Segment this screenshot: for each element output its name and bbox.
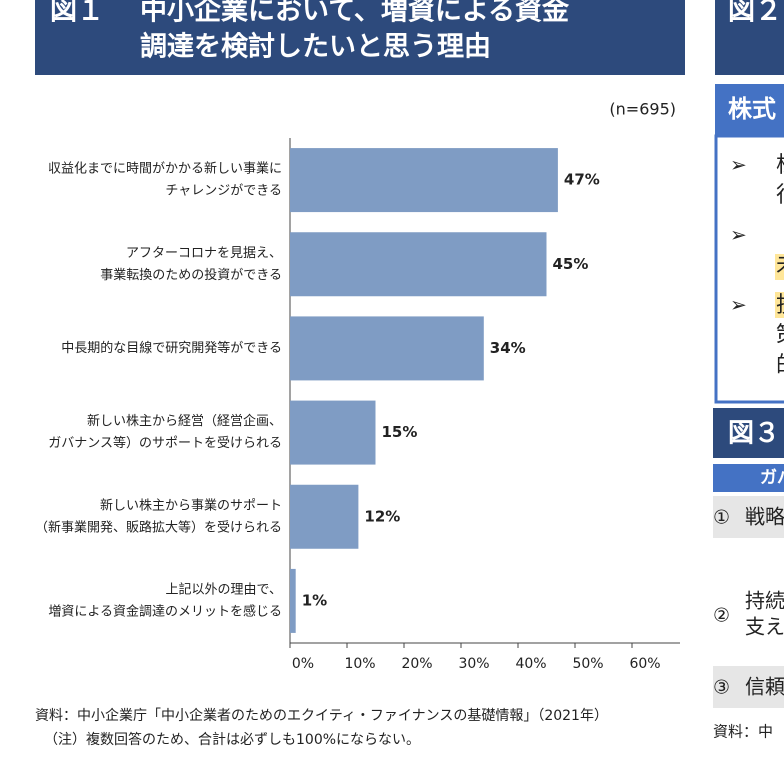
x-tick-label: 30%	[458, 656, 489, 672]
bullet-text: 的	[776, 353, 784, 378]
y-tick-label: 中長期的な目線で研究開発等ができる	[61, 340, 282, 356]
sample-size: (n=695)	[609, 100, 676, 119]
bar	[290, 484, 359, 549]
x-tick-label: 0%	[292, 656, 314, 672]
highlight	[775, 292, 784, 318]
bullet-icon: ➢	[730, 293, 747, 317]
box-title: 株式	[728, 95, 776, 123]
x-tick-label: 10%	[344, 656, 375, 672]
title-bg	[35, 0, 685, 75]
value-label: 12%	[364, 507, 400, 525]
row-bg	[713, 496, 784, 538]
value-label: 34%	[490, 339, 526, 357]
y-tick-label: （新事業開発、販路拡大等）を受けられる	[35, 519, 282, 535]
y-tick-label: 新しい株主から事業のサポート	[100, 497, 282, 513]
fig3-subtitle-bg	[713, 464, 784, 492]
y-tick-label: チャレンジができる	[165, 184, 282, 199]
bullet-text: 「	[776, 223, 784, 248]
y-tick-label: 新しい株主から経営（経営企画、	[87, 413, 282, 429]
x-tick-label: 40%	[515, 656, 546, 672]
bullet-text: 株	[776, 153, 784, 178]
y-tick-label: アフターコロナを見据え、	[126, 246, 282, 261]
bar	[290, 568, 296, 633]
fig3-title: 図３	[728, 419, 780, 449]
source: 資料：中小企業庁「中小企業者のためのエクイティ・ファイナンスの基礎情報」（202…	[35, 707, 608, 724]
y-tick-label: ガバナンス等）のサポートを受けられる	[48, 435, 282, 451]
fig2-title: 図２	[728, 0, 782, 27]
highlight	[775, 254, 784, 280]
row-text: 戦略	[745, 505, 784, 529]
value-label: 47%	[564, 171, 600, 189]
x-tick-label: 50%	[572, 656, 603, 672]
x-tick-label: 20%	[401, 656, 432, 672]
box	[714, 134, 784, 404]
bullet-icon: ➢	[730, 153, 747, 177]
row-text: 信頼	[745, 675, 784, 699]
title-line: 調達を検討したいと思う理由	[140, 31, 491, 63]
value-label: 45%	[553, 255, 589, 273]
y-tick-label: 上記以外の理由で、	[166, 581, 282, 597]
row-number: ②	[713, 605, 730, 627]
bar	[290, 148, 558, 213]
fig3-bg	[713, 408, 784, 458]
value-label: 15%	[382, 423, 418, 441]
bar	[290, 400, 376, 465]
box-title-bg	[715, 84, 784, 136]
fig3-subtitle: ガバナ	[760, 468, 784, 488]
footnote: （注）複数回答のため、合計は必ずしも100%にならない。	[44, 731, 420, 748]
fig-number: 図１	[50, 0, 104, 27]
value-label: 1%	[302, 591, 327, 609]
bullet-text: 行	[776, 183, 784, 208]
bar	[290, 232, 547, 297]
fig2-bg	[715, 0, 784, 75]
bullet-text: 投	[776, 293, 784, 318]
bar	[290, 316, 484, 381]
row-bg	[713, 666, 784, 708]
y-tick-label: 収益化までに時間がかかる新しい事業に	[48, 161, 282, 177]
y-tick-label: 事業転換のための投資ができる	[100, 267, 282, 283]
bullet-text: 未	[776, 253, 784, 278]
y-tick-label: 増資による資金調達のメリットを感じる	[48, 603, 282, 619]
bullet-icon: ➢	[730, 223, 747, 247]
row-number: ③	[713, 677, 730, 699]
title-line: 中小企業において、増資による資金	[140, 0, 570, 27]
side-source: 資料：中	[713, 723, 773, 741]
bullet-text: 策	[776, 323, 784, 348]
row-number: ①	[713, 507, 730, 529]
x-tick-label: 60%	[629, 656, 660, 672]
row-text: 支え	[745, 615, 784, 639]
row-text: 持続	[745, 589, 784, 613]
